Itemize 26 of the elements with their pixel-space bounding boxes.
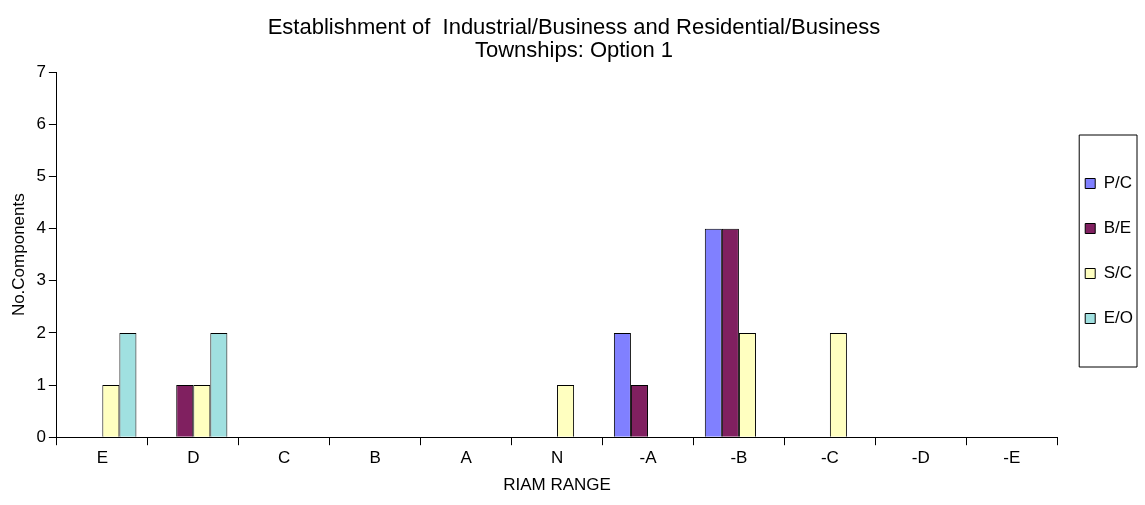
x-tick-label: B [369,448,381,468]
y-tick-label: 1 [36,374,46,394]
x-tick-label: C [278,448,291,468]
x-tick-label: A [460,448,473,468]
x-tick-label: N [550,448,564,468]
y-axis-title: No.Components [8,193,28,317]
legend-label: E/O [1103,308,1134,328]
x-axis-title: RIAM RANGE [503,475,611,495]
x-tick-label: -E [1003,448,1021,468]
x-tick-label: D [187,448,200,468]
x-tick-label: -C [820,448,839,468]
x-tick-label: -D [911,448,930,468]
legend-label: B/E [1103,218,1132,238]
y-tick-label: 0 [36,426,46,446]
y-tick-label: 4 [36,218,46,238]
y-tick-label: 2 [36,322,46,342]
legend-label: S/C [1103,263,1133,283]
y-tick-label: 7 [36,61,46,81]
legend-label: P/C [1103,173,1133,193]
y-tick-label: 6 [36,114,46,134]
x-tick-label: -A [639,448,658,468]
x-tick-label: -B [730,448,748,468]
chart-title: Establishment of Industrial/Business and Residential/Business Townships: Option 1 [267,13,881,62]
y-tick-label: 3 [36,270,46,290]
y-tick-label: 5 [36,166,46,186]
x-tick-label: E [96,448,108,468]
